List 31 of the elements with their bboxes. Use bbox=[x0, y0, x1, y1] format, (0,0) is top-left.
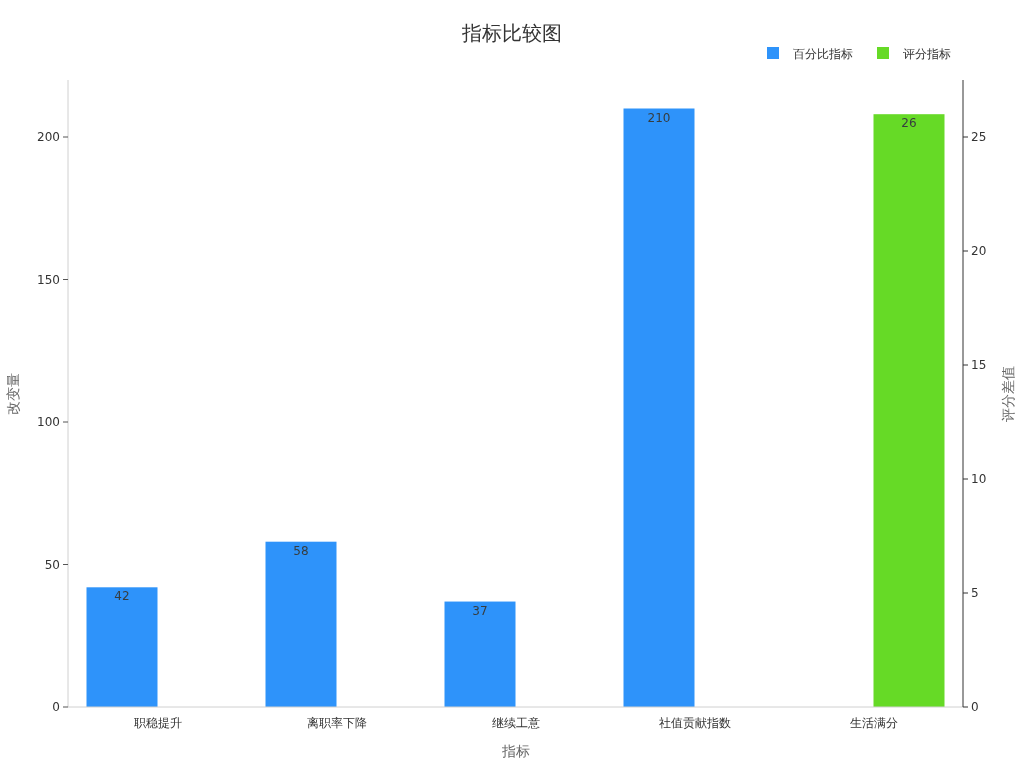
y2-tick-label: 15 bbox=[971, 358, 987, 372]
x-axis-title: 指标 bbox=[500, 743, 530, 759]
y2-tick-label: 0 bbox=[971, 700, 979, 714]
x-tick-label: 职稳提升 bbox=[133, 716, 182, 730]
bar bbox=[444, 601, 516, 707]
data-label: 42 bbox=[114, 589, 130, 604]
x-tick-label: 继续工意 bbox=[491, 716, 540, 730]
y-tick-label: 50 bbox=[44, 557, 60, 572]
y2-tick-label: 20 bbox=[971, 244, 987, 258]
y2-tick-label: 10 bbox=[971, 472, 987, 486]
y-axis-title: 改变量 bbox=[5, 372, 21, 415]
y-tick-label: 150 bbox=[37, 272, 60, 287]
legend-label: 评分指标 bbox=[903, 47, 951, 61]
y-tick-label: 100 bbox=[37, 415, 60, 429]
y2-axis-title: 评分差值 bbox=[1000, 365, 1016, 422]
bar bbox=[86, 587, 158, 707]
x-tick-label: 生活满分 bbox=[849, 716, 898, 730]
chart-title: 指标比较图 bbox=[461, 21, 562, 45]
x-tick-label: 社值贡献指数 bbox=[658, 716, 731, 730]
y2-tick-label: 5 bbox=[971, 586, 979, 600]
data-label: 58 bbox=[293, 543, 309, 558]
y-tick-label: 0 bbox=[52, 700, 60, 714]
legend-label: 百分比指标 bbox=[793, 47, 853, 61]
x-tick-label: 离职率下降 bbox=[306, 716, 367, 730]
data-label: 210 bbox=[647, 110, 671, 125]
data-label: 37 bbox=[472, 603, 488, 618]
bar bbox=[623, 108, 695, 707]
bar bbox=[265, 541, 337, 707]
y2-tick-label: 25 bbox=[971, 130, 987, 144]
y-tick-label: 200 bbox=[37, 130, 60, 144]
data-label: 26 bbox=[901, 116, 917, 131]
